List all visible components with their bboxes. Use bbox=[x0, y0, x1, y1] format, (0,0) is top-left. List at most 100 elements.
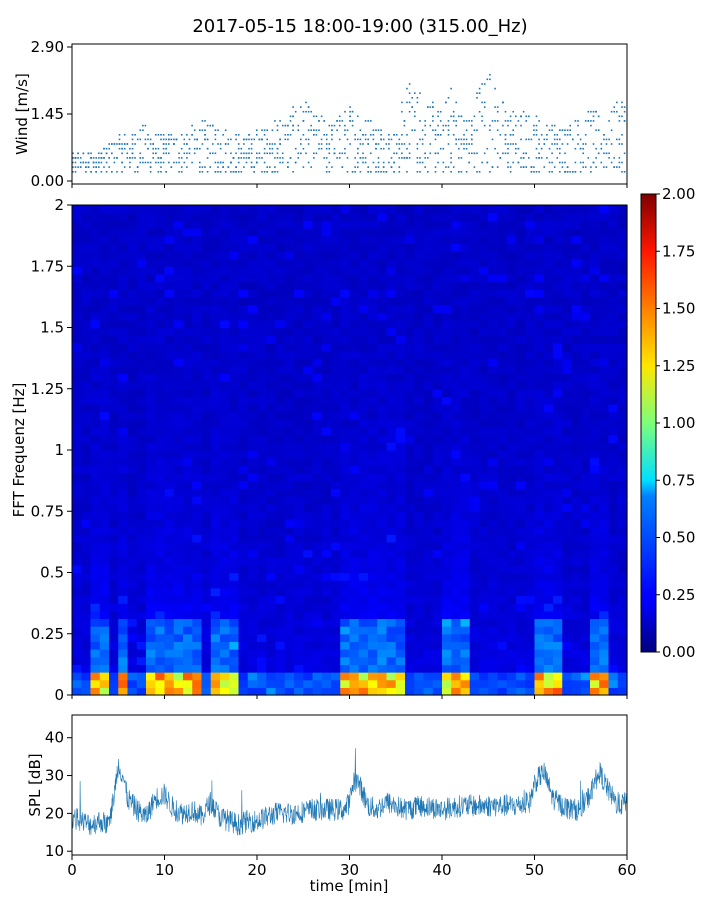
spectrogram-cell bbox=[266, 633, 277, 643]
spectrogram-cell bbox=[368, 319, 378, 329]
spectrogram-cell bbox=[312, 396, 323, 405]
spectrogram-cell bbox=[146, 365, 156, 375]
spectrogram-cell bbox=[497, 595, 508, 604]
spectrogram-cell bbox=[617, 679, 628, 688]
spectrogram-cell bbox=[294, 335, 304, 344]
spectrogram-cell bbox=[136, 534, 147, 543]
spectrogram-cell bbox=[599, 526, 610, 535]
spectrogram-cell bbox=[460, 664, 471, 673]
spectrogram-cell bbox=[90, 610, 101, 620]
spectrogram-cell bbox=[349, 381, 360, 390]
spectrogram-cell bbox=[451, 381, 462, 390]
spectrogram-cell bbox=[331, 312, 341, 321]
spectrogram-cell bbox=[377, 235, 388, 244]
wind-point bbox=[556, 134, 559, 136]
spectrogram-cell bbox=[451, 679, 462, 688]
spectrogram-cell bbox=[488, 664, 499, 673]
spectrogram-cell bbox=[275, 687, 286, 696]
spectrogram-cell bbox=[553, 626, 563, 635]
wind-point bbox=[72, 152, 74, 155]
wind-point bbox=[186, 143, 188, 145]
spectrogram-cell bbox=[506, 472, 517, 482]
spectrogram-cell bbox=[414, 289, 425, 298]
spectrogram-cell bbox=[395, 273, 406, 283]
spectrogram-cell bbox=[81, 304, 92, 313]
wind-point bbox=[175, 138, 178, 141]
spectrogram-cell bbox=[90, 465, 101, 474]
spectrogram-cell bbox=[349, 304, 360, 313]
spectrogram-cell bbox=[109, 541, 119, 551]
wind-point bbox=[331, 134, 333, 136]
wind-point bbox=[483, 101, 486, 104]
spectrogram-cell bbox=[275, 411, 286, 420]
spectrogram-cell bbox=[284, 404, 295, 413]
spectrogram-cell bbox=[247, 472, 258, 482]
spectrogram-cell bbox=[562, 442, 573, 451]
wind-point bbox=[574, 161, 577, 164]
spectrogram-cell bbox=[580, 296, 591, 306]
spectrogram-cell bbox=[173, 656, 184, 665]
spectrogram-cell bbox=[155, 427, 166, 436]
spectrogram-cell bbox=[238, 595, 249, 604]
wind-point bbox=[364, 134, 367, 136]
spectrogram-cell bbox=[442, 381, 452, 390]
spectrogram-cell bbox=[210, 580, 221, 589]
spectrogram-cell bbox=[192, 503, 203, 512]
spectrogram-cell bbox=[275, 450, 286, 459]
wind-point bbox=[450, 161, 452, 164]
spectrogram-cell bbox=[562, 511, 573, 520]
wind-point bbox=[95, 157, 97, 159]
spectrogram-cell bbox=[90, 450, 101, 459]
spectrogram-cell bbox=[590, 534, 600, 543]
wind-point bbox=[269, 147, 271, 150]
spectrogram-cell bbox=[331, 580, 341, 589]
wind-point bbox=[300, 143, 302, 145]
wind-point bbox=[155, 134, 157, 136]
spectrogram-cell bbox=[590, 511, 600, 520]
spectrogram-cell bbox=[238, 373, 249, 382]
spectrogram-cell bbox=[534, 503, 545, 512]
spectrogram-cell bbox=[432, 381, 443, 390]
spectrogram-cell bbox=[599, 580, 610, 589]
spectrogram-cell bbox=[238, 296, 249, 306]
spectrogram-cell bbox=[257, 304, 267, 313]
spectrogram-cell bbox=[99, 319, 110, 329]
spectrogram-cell bbox=[99, 296, 110, 306]
spectrogram-cell bbox=[127, 289, 138, 298]
spectrogram-cell bbox=[580, 342, 591, 352]
wind-point bbox=[390, 138, 393, 141]
wind-point bbox=[206, 171, 209, 173]
spectrogram-cell bbox=[617, 419, 628, 428]
spectrogram-cell bbox=[358, 480, 369, 489]
spectrogram-cell bbox=[136, 373, 147, 382]
wind-point bbox=[574, 120, 577, 122]
spectrogram-cell bbox=[442, 358, 452, 367]
spectrogram-cell bbox=[109, 610, 119, 620]
spectrogram-cell bbox=[358, 503, 369, 512]
spectrogram-cell bbox=[386, 419, 397, 428]
spectrogram-cell bbox=[599, 603, 610, 612]
spectrogram-cell bbox=[81, 243, 92, 252]
wind-point bbox=[494, 120, 496, 122]
spectrogram-cell bbox=[201, 235, 212, 244]
spectrogram-cell bbox=[479, 434, 489, 443]
spectrogram-cell bbox=[312, 495, 323, 505]
spectrogram-cell bbox=[460, 388, 471, 398]
wind-point bbox=[592, 115, 595, 118]
spectrogram-cell bbox=[155, 488, 166, 497]
spectrogram-cell bbox=[173, 388, 184, 398]
spectrogram-cell bbox=[192, 649, 203, 658]
spectrogram-cell bbox=[321, 273, 332, 283]
spectrogram-cell bbox=[210, 633, 221, 643]
spectrogram-cell bbox=[257, 266, 267, 275]
spectrogram-cell bbox=[136, 618, 147, 627]
spectrogram-cell bbox=[266, 404, 277, 413]
wind-point bbox=[160, 161, 162, 164]
wind-point bbox=[266, 129, 268, 131]
spectrogram-cell bbox=[451, 465, 462, 474]
spectrogram-cell bbox=[340, 618, 351, 627]
spectrogram-cell bbox=[377, 549, 388, 558]
spectrogram-cell bbox=[423, 358, 434, 367]
spectrogram-cell bbox=[497, 411, 508, 420]
spectrogram-cell bbox=[432, 641, 443, 650]
